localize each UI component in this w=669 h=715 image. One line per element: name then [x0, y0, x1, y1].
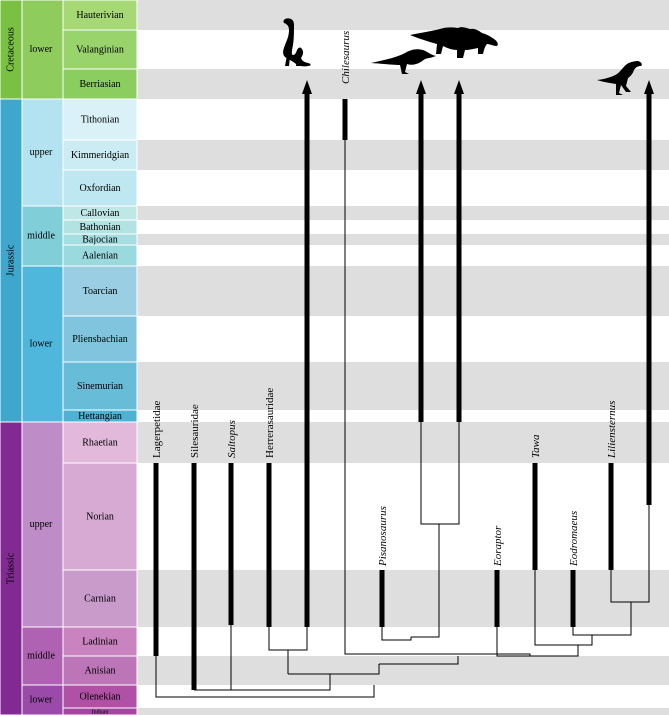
stage-label-carnian: Carnian — [84, 593, 116, 604]
stage-label-berriasian: Berriasian — [79, 79, 120, 90]
branch-line-18 — [610, 505, 650, 603]
period-label-jurassic: Jurassic — [5, 244, 16, 276]
epoch-label-jurassic-middle: middle — [27, 230, 55, 241]
branch-line-10 — [379, 656, 459, 665]
band-kimmeridgian — [137, 140, 669, 170]
stage-norian — [62, 462, 138, 571]
phylogenetic-tree — [153, 80, 654, 698]
stage-anisian — [62, 655, 138, 686]
stage-label-tithonian: Tithonian — [81, 114, 120, 125]
stage-label-ladinian: Ladinian — [82, 636, 118, 647]
stage-label-induan: Induan — [92, 709, 109, 715]
branch-line-16 — [578, 635, 593, 646]
arrowhead-4 — [644, 80, 654, 94]
band-induan — [137, 708, 669, 715]
stage-label-norian: Norian — [86, 511, 114, 522]
period-label-cretaceous: Cretaceous — [5, 27, 16, 72]
stage-label-olenekian: Olenekian — [79, 691, 120, 702]
epoch-label-triassic-upper: upper — [30, 519, 53, 530]
branch-line-14 — [496, 627, 579, 657]
taxon-label-tawa: Tawa — [530, 434, 542, 458]
stage-label-pliensbachian: Pliensbachian — [72, 334, 128, 345]
epoch-label-triassic-lower: lower — [30, 694, 53, 705]
taxon-label-eoraptor: Eoraptor — [492, 525, 504, 567]
epoch-triassic-lower — [21, 684, 64, 715]
ornithopod-silhouette-icon — [371, 49, 436, 74]
stage-label-toarcian: Toarcian — [83, 286, 118, 297]
stage-tithonian — [62, 98, 138, 141]
branch-line-12 — [411, 524, 440, 638]
band-callovian — [137, 206, 669, 220]
branch-line-17 — [572, 602, 632, 636]
stage-carnian — [62, 569, 138, 628]
taxon-label-lagerpetidae: Lagerpetidae — [151, 400, 163, 458]
stage-kimmeridgian — [62, 139, 138, 171]
stage-label-valanginian: Valanginian — [76, 44, 124, 55]
stage-induan — [62, 707, 138, 715]
taxon-label-eodromaeus: Eodromaeus — [568, 511, 580, 567]
taxon-label-pisanosaurus: Pisanosaurus — [377, 506, 389, 567]
stage-rhaetian — [62, 421, 138, 464]
stage-label-sinemurian: Sinemurian — [77, 381, 123, 392]
band-hauterivian — [137, 0, 669, 30]
stage-label-bajocian: Bajocian — [82, 234, 118, 245]
geologic-time-scale: Cretaceous Jurassic Triassic lower upper midd… — [0, 0, 138, 715]
band-carnian — [137, 570, 669, 627]
branch-line-13 — [420, 422, 460, 525]
epoch-label-jurassic-lower: lower — [30, 338, 53, 349]
branch-line-4 — [212, 674, 331, 691]
band-toarcian — [137, 266, 669, 316]
epoch-jurassic-lower — [21, 265, 64, 423]
stage-berriasian — [62, 68, 138, 100]
branch-line-7 — [288, 627, 308, 651]
stage-hauterivian — [62, 0, 138, 31]
arrowhead-3 — [454, 80, 464, 94]
stage-toarcian — [62, 265, 138, 317]
thyreophoran-silhouette-icon — [410, 27, 498, 58]
stage-label-callovian: Callovian — [81, 208, 120, 219]
branch-line-6 — [268, 627, 289, 674]
band-bajocian — [137, 234, 669, 245]
branch-line-15 — [534, 570, 578, 646]
band-sinemurian — [137, 362, 669, 410]
stage-pliensbachian — [62, 315, 138, 363]
arrowhead-1 — [302, 80, 312, 94]
epoch-triassic-upper — [21, 421, 64, 628]
branch-line-8 — [288, 664, 380, 675]
stage-label-hettangian: Hettangian — [78, 411, 122, 422]
taxon-label-saltopus: Saltopus — [226, 420, 238, 458]
taxon-label-liliensternus: Liliensternus — [606, 401, 618, 459]
epoch-triassic-middle — [21, 626, 64, 686]
stage-label-anisian: Anisian — [84, 665, 115, 676]
branch-line-11 — [381, 627, 412, 641]
branch-line-9 — [344, 140, 531, 656]
stage-label-oxfordian: Oxfordian — [79, 183, 120, 194]
stage-valanginian — [62, 29, 138, 70]
stage-label-hauterivian: Hauterivian — [76, 10, 123, 21]
stage-sinemurian — [62, 361, 138, 411]
stage-label-bathonian: Bathonian — [79, 222, 120, 233]
band-rhaetian — [137, 422, 669, 463]
stage-oxfordian — [62, 169, 138, 207]
epoch-label-cretaceous-lower: lower — [30, 44, 53, 55]
sauropodomorph-silhouette-icon — [283, 18, 311, 67]
epoch-label-jurassic-upper: upper — [30, 147, 53, 158]
branch-line-1 — [155, 656, 375, 698]
stage-bands — [137, 0, 669, 715]
period-label-triassic: Triassic — [5, 552, 16, 584]
taxon-label-herrerasauridae: Herrerasauridae — [264, 388, 276, 458]
arrowhead-2 — [416, 80, 426, 94]
epoch-label-triassic-middle: middle — [27, 650, 55, 661]
epoch-jurassic-upper — [21, 98, 64, 207]
taxon-label-silesauridae: Silesauridae — [189, 404, 201, 458]
stage-label-aalenian: Aalenian — [82, 250, 118, 261]
stage-label-kimmeridgian: Kimmeridgian — [71, 150, 129, 161]
band-anisian — [137, 656, 669, 685]
stage-label-rhaetian: Rhaetian — [82, 437, 118, 448]
taxon-label-chilesaurus: Chilesaurus — [340, 31, 352, 84]
dinosaur-silhouettes — [283, 18, 642, 95]
taxon-labels: Lagerpetidae Silesauridae Saltopus Herreras… — [151, 31, 618, 567]
theropod-silhouette-icon — [597, 61, 642, 95]
